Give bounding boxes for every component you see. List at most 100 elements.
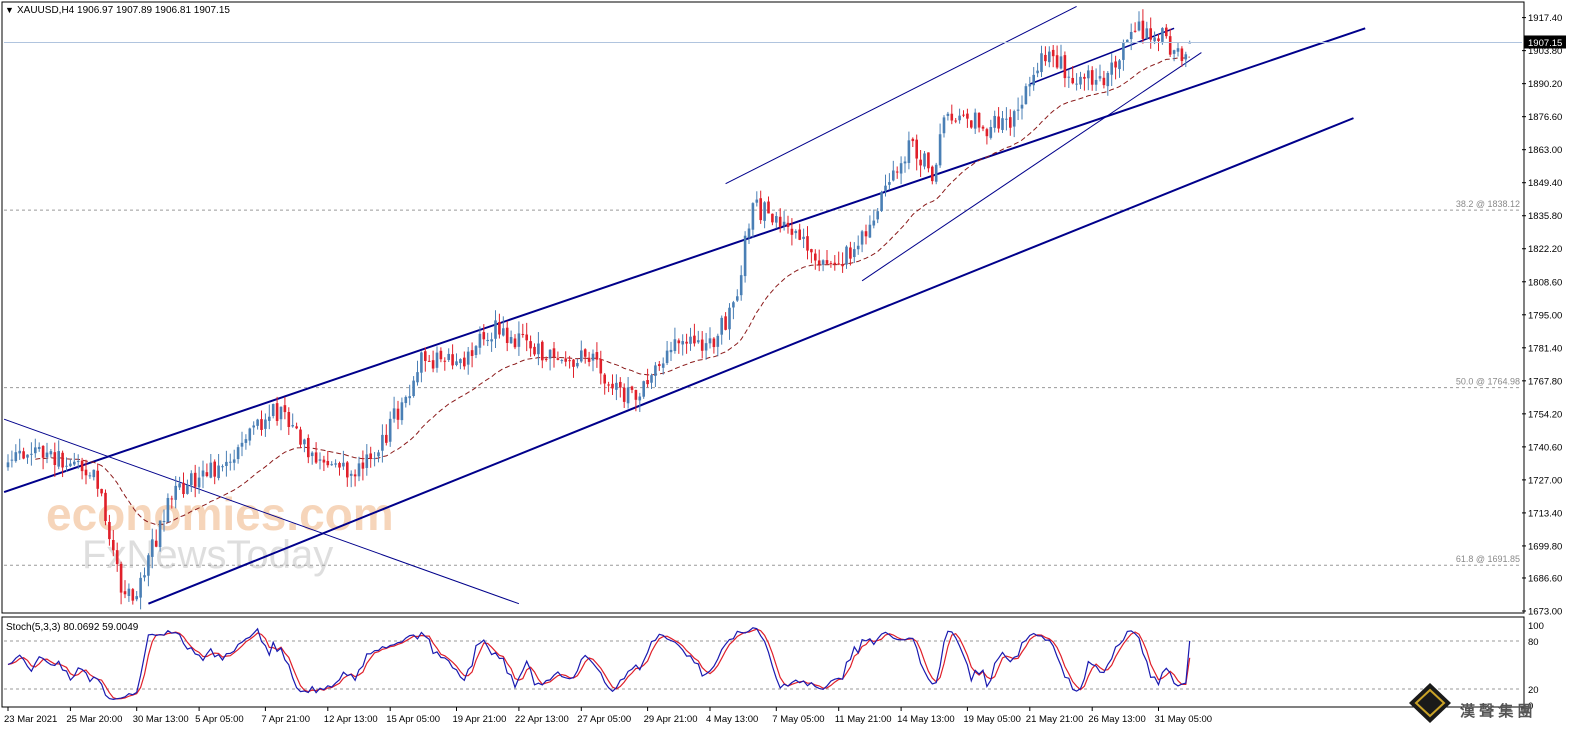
candle-body (439, 350, 443, 360)
price-tick-label: 1808.60 (1528, 277, 1562, 288)
candle-body (1157, 38, 1160, 41)
channel-lower-line (148, 117, 1354, 605)
candle-body (346, 462, 349, 478)
candle-body (505, 327, 509, 343)
candle-body (30, 453, 33, 455)
candle-body (1016, 109, 1020, 111)
candle-body (474, 346, 478, 356)
candle-body (564, 358, 567, 362)
candle-body (123, 591, 127, 595)
candle-body (853, 249, 856, 258)
candle-body (693, 335, 696, 344)
channel-upper-line (3, 27, 1366, 493)
candle-body (14, 452, 18, 462)
candle-body (1044, 54, 1047, 62)
price-tick-label: 1863.00 (1528, 145, 1562, 156)
candle-body (1040, 53, 1043, 73)
candle-body (697, 340, 700, 343)
price-tick-label: 1781.40 (1528, 343, 1562, 354)
candle-body (1133, 30, 1137, 32)
candle-body (724, 316, 727, 330)
candle-body (658, 364, 661, 367)
candle-body (271, 403, 275, 417)
candle-body (868, 224, 872, 238)
candle-body (938, 134, 942, 166)
candle-body (1149, 28, 1152, 40)
time-tick-label: 19 Apr 21:00 (453, 714, 507, 725)
candle-body (73, 461, 76, 465)
candle-body (677, 340, 681, 344)
candle-body (248, 428, 252, 441)
candle-body (626, 387, 630, 404)
candle-body (197, 477, 201, 488)
candle-body (1126, 39, 1129, 43)
candle-body (541, 341, 544, 361)
candle-body (92, 469, 96, 478)
candle-body (486, 339, 489, 342)
candle-body (568, 360, 571, 362)
candle-body (463, 357, 466, 367)
candle-body (115, 550, 119, 565)
candle-body (903, 161, 907, 164)
candle-body (993, 115, 996, 128)
candle-body (513, 338, 517, 348)
candle-body (798, 229, 801, 240)
candle-body (190, 473, 193, 486)
candle-body (158, 520, 162, 548)
candle-body (767, 201, 770, 214)
candle-body (373, 458, 376, 460)
candle-body (1161, 28, 1164, 42)
time-tick-label: 23 Mar 2021 (4, 714, 57, 725)
candle-body (919, 159, 922, 166)
candle-body (361, 462, 365, 469)
candle-body (127, 588, 131, 596)
candle-body (322, 459, 326, 463)
header-arrow[interactable]: ▼ (5, 5, 14, 15)
candle-body (1110, 62, 1113, 75)
fib-level-label: 38.2 @ 1838.12 (1456, 199, 1520, 209)
candle-body (806, 236, 809, 251)
candle-body (977, 112, 981, 128)
candle-body (517, 333, 521, 347)
candle-body (962, 114, 965, 116)
candle-body (447, 353, 450, 360)
time-tick-label: 22 Apr 13:00 (515, 714, 569, 725)
candle-body (615, 382, 618, 390)
candle-body (459, 359, 462, 364)
candle-body (1005, 118, 1008, 120)
candle-body (334, 463, 337, 465)
candle-body (166, 497, 170, 523)
candle-body (303, 439, 306, 445)
candle-body (256, 419, 259, 426)
candle-body (630, 386, 634, 390)
price-tick-label: 1713.40 (1528, 508, 1562, 519)
candle-body (556, 358, 560, 360)
candle-body (599, 359, 603, 374)
candle-body (845, 246, 848, 265)
candle-body (665, 350, 669, 364)
candle-body (580, 350, 583, 362)
candle-body (997, 116, 1000, 129)
candle-body (49, 451, 53, 455)
candle-body (80, 460, 84, 472)
candle-body (104, 492, 107, 522)
candle-body (1114, 61, 1117, 68)
price-panel-frame (1, 1, 1525, 614)
candle-body (178, 483, 181, 488)
candle-body (404, 396, 408, 404)
candle-body (759, 198, 762, 221)
candle-body (392, 408, 396, 419)
candle-body (583, 349, 587, 357)
candle-body (431, 360, 435, 369)
candle-body (96, 470, 99, 489)
candle-body (174, 485, 177, 500)
candle-body (1118, 60, 1121, 70)
price-tick-label: 1673.00 (1528, 607, 1562, 618)
candle-body (377, 452, 380, 457)
price-tick-label: 1740.60 (1528, 442, 1562, 453)
candle-body (1168, 36, 1172, 55)
candle-body (1028, 84, 1032, 87)
candle-body (1071, 77, 1074, 84)
candle-body (318, 459, 322, 461)
current-price-label: 1907.15 (1528, 38, 1562, 49)
